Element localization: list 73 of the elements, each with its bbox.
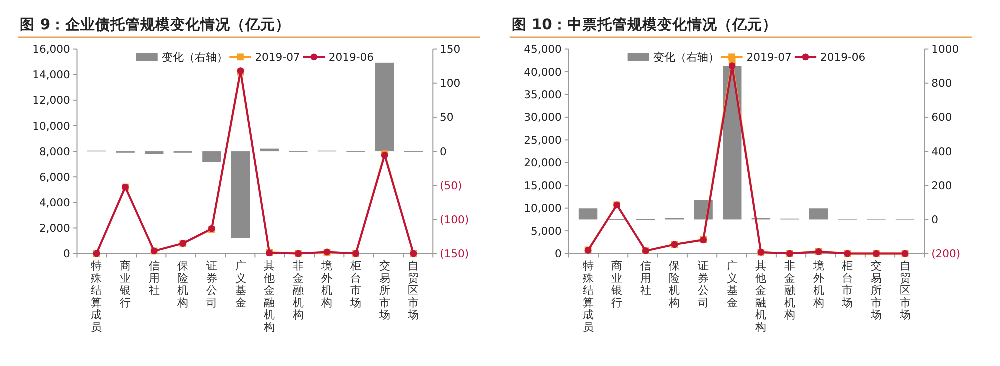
x-tick-label: 其他金融机构	[754, 260, 767, 334]
y-tick-label: 8,000	[39, 145, 70, 158]
y2-tick-label: (100)	[440, 213, 470, 226]
x-tick-label: 柜台市场	[350, 260, 362, 310]
y2-tick-label: 0	[932, 213, 939, 226]
legend-label: 变化（右轴）	[653, 50, 720, 64]
bar	[202, 152, 222, 162]
y2-tick-label: 0	[440, 145, 448, 158]
x-tick-label: 非金融机构	[783, 260, 796, 322]
x-tick-label: 保险机构	[668, 260, 680, 310]
y-tick-label: 30,000	[524, 111, 562, 124]
y2-tick-label: (50)	[440, 179, 462, 192]
y-tick-label: 10,000	[524, 202, 562, 216]
y-tick-label: 40,000	[524, 66, 562, 79]
y-tick-label: 20,000	[524, 156, 562, 170]
y2-tick-label: 600	[932, 111, 952, 124]
x-tick-label: 特殊结算成员	[91, 260, 102, 334]
x-tick-label: 其他金融机构	[263, 260, 276, 334]
y-tick-label: 12,000	[32, 94, 70, 108]
y2-tick-label: 800	[932, 77, 952, 90]
bar	[578, 208, 598, 220]
x-tick-label: 非金融机构	[292, 260, 304, 322]
bar	[231, 152, 250, 238]
y-tick-label: 14,000	[32, 68, 70, 82]
bar	[376, 62, 394, 152]
y-tick-label: 6,000	[39, 170, 70, 184]
chart-title: 图 10：中票托管规模变化情况（亿元）	[512, 16, 778, 34]
x-tick-label: 柜台市场	[841, 260, 854, 310]
y-tick-label: 16,000	[32, 43, 70, 56]
y-tick-label: 2,000	[39, 222, 70, 236]
bar	[144, 152, 164, 154]
x-tick-label: 自贸区市场	[407, 260, 420, 322]
y2-tick-label: 50	[440, 111, 454, 124]
bar	[809, 208, 828, 220]
x-tick-label: 保险机构	[176, 260, 189, 310]
bar	[260, 148, 279, 152]
x-tick-label: 境外机构	[320, 260, 333, 310]
x-tick-label: 广义基金	[235, 260, 246, 310]
y-tick-label: 15,000	[524, 179, 562, 192]
legend-label: 变化（右轴）	[162, 50, 228, 64]
y-tick-label: 0	[63, 248, 70, 261]
y-tick-label: 10,000	[32, 120, 70, 133]
x-tick-label: 特殊结算成员	[582, 260, 594, 334]
y2-tick-label: 1000	[932, 43, 960, 56]
y2-tick-label: 150	[440, 43, 461, 56]
legend-label: 2019-07	[746, 50, 792, 64]
x-tick-label: 交易所市场	[870, 260, 882, 322]
y-tick-label: 5,000	[531, 224, 562, 238]
y2-tick-label: 100	[440, 77, 461, 90]
legend-label: 2019-06	[328, 50, 374, 64]
y-tick-label: 45,000	[524, 43, 562, 56]
y-tick-label: 0	[555, 248, 562, 261]
x-tick-label: 商业银行	[119, 260, 132, 310]
x-tick-label: 自贸区市场	[898, 260, 911, 322]
point	[728, 62, 736, 70]
x-tick-label: 境外机构	[812, 260, 824, 310]
y2-tick-label: (200)	[932, 248, 961, 261]
x-tick-label: 信用社	[640, 260, 652, 298]
y2-tick-label: (150)	[440, 248, 470, 261]
x-tick-label: 交易所市场	[378, 260, 390, 322]
chart-title: 图 9：企业债托管规模变化情况（亿元）	[20, 16, 291, 34]
legend-label: 2019-07	[255, 50, 300, 64]
x-tick-label: 证券公司	[698, 260, 710, 310]
y2-tick-label: 400	[932, 145, 952, 158]
y-tick-label: 35,000	[524, 88, 562, 102]
x-tick-label: 信用社	[148, 260, 160, 298]
y-tick-label: 4,000	[39, 196, 70, 210]
y-tick-label: 25,000	[524, 134, 562, 147]
x-tick-label: 商业银行	[610, 260, 623, 310]
legend-label: 2019-06	[820, 50, 866, 64]
x-tick-label: 广义基金	[726, 260, 738, 310]
x-tick-label: 证券公司	[206, 260, 218, 310]
y2-tick-label: 200	[932, 179, 952, 192]
